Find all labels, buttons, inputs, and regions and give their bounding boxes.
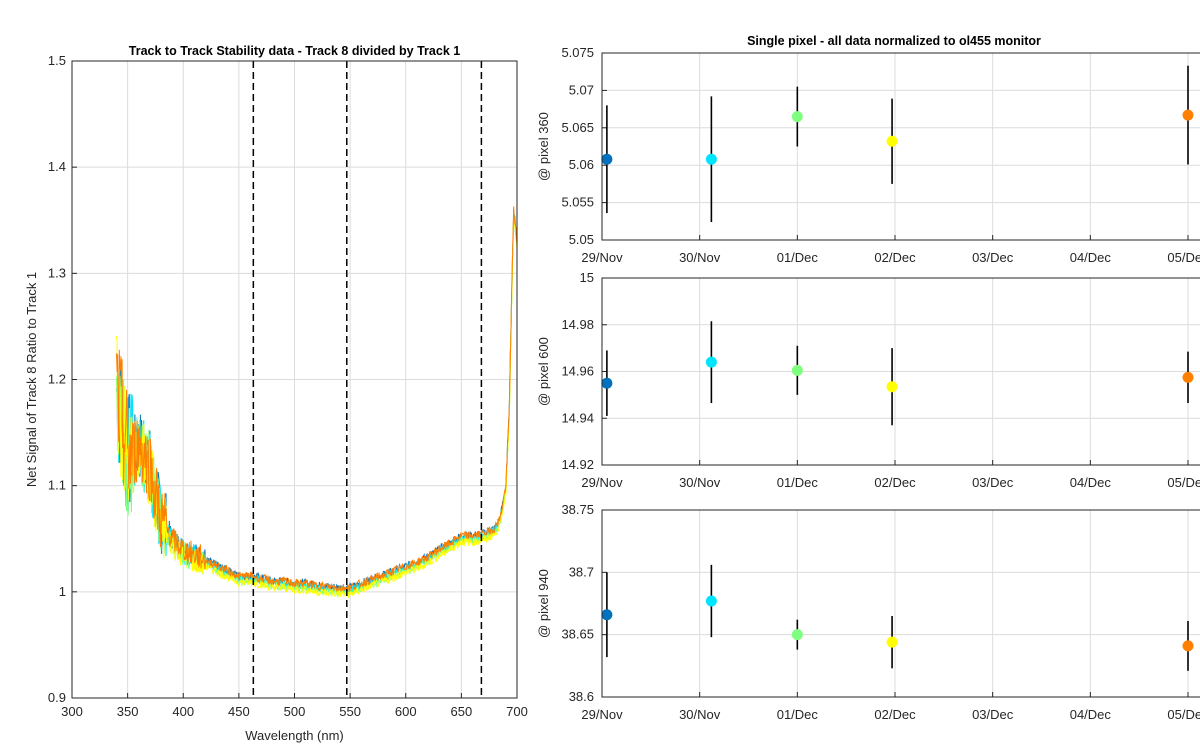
right-panel-3: 29/Nov 30/Nov 01/Dec 02/Dec 03/Dec 04/Dec 05/D…: [536, 502, 1200, 722]
right-chart-title: Single pixel - all data normalized to ol…: [747, 34, 1041, 48]
data-point: [601, 377, 613, 389]
y-tick-label: 38.6: [569, 689, 594, 704]
panel-y-axis-label: @ pixel 360: [536, 112, 551, 181]
data-point: [886, 135, 898, 147]
data-point: [1182, 371, 1194, 383]
y-tick-label: 14.92: [561, 457, 594, 472]
y-tick-label: 1.3: [48, 265, 66, 280]
panel-axes-box: [601, 52, 1200, 241]
left-axes-box: [71, 60, 518, 699]
data-point: [705, 153, 717, 165]
left-x-axis-label: Wavelength (nm): [245, 728, 344, 743]
x-tick-label: 550: [339, 704, 361, 719]
x-tick-label: 700: [506, 704, 528, 719]
right-panel-2: 29/Nov 30/Nov 01/Dec 02/Dec 03/Dec 04/Dec 05/D…: [536, 270, 1200, 490]
data-point: [705, 356, 717, 368]
x-tick-label: 02/Dec: [874, 475, 916, 490]
x-tick-label: 400: [172, 704, 194, 719]
x-tick-label: 650: [451, 704, 473, 719]
y-tick-label: 5.055: [561, 195, 594, 210]
panel-axes-box: [601, 509, 1200, 698]
x-tick-label: 02/Dec: [874, 707, 916, 722]
right-panel-1: 29/Nov 30/Nov 01/Dec 02/Dec 03/Dec 04/Dec 05/D…: [536, 34, 1200, 265]
series-line-track-5: [116, 206, 517, 593]
x-tick-label: 29/Nov: [581, 475, 623, 490]
x-tick-label: 02/Dec: [874, 250, 916, 265]
y-tick-label: 14.96: [561, 364, 594, 379]
y-tick-label: 1.4: [48, 159, 66, 174]
x-tick-label: 01/Dec: [777, 475, 819, 490]
x-tick-label: 30/Nov: [679, 475, 721, 490]
x-tick-label: 04/Dec: [1070, 475, 1112, 490]
panel-y-axis-label: @ pixel 600: [536, 337, 551, 406]
y-tick-label: 5.06: [569, 157, 594, 172]
data-point: [791, 364, 803, 376]
y-tick-label: 1.1: [48, 478, 66, 493]
x-tick-label: 05/Dec: [1167, 707, 1200, 722]
y-tick-label: 15: [580, 270, 594, 285]
left-chart-title: Track to Track Stability data - Track 8 …: [129, 44, 460, 58]
data-point: [1182, 640, 1194, 652]
x-tick-label: 01/Dec: [777, 250, 819, 265]
panel-y-axis-label: @ pixel 940: [536, 569, 551, 638]
data-point: [791, 629, 803, 641]
x-tick-label: 500: [284, 704, 306, 719]
data-point: [601, 153, 613, 165]
x-tick-label: 04/Dec: [1070, 707, 1112, 722]
x-tick-label: 03/Dec: [972, 475, 1014, 490]
x-tick-label: 450: [228, 704, 250, 719]
y-tick-label: 5.07: [569, 82, 594, 97]
x-tick-label: 04/Dec: [1070, 250, 1112, 265]
data-point: [791, 111, 803, 123]
x-tick-label: 05/Dec: [1167, 250, 1200, 265]
x-tick-label: 30/Nov: [679, 250, 721, 265]
y-tick-label: 1.5: [48, 53, 66, 68]
y-tick-label: 5.05: [569, 232, 594, 247]
x-tick-label: 05/Dec: [1167, 475, 1200, 490]
x-tick-label: 350: [117, 704, 139, 719]
data-point: [1182, 109, 1194, 121]
y-tick-label: 1.2: [48, 372, 66, 387]
panel-axes-box: [601, 277, 1200, 466]
data-point: [886, 381, 898, 393]
left-chart: 300 350 400 450 500 550 600 650 700 0.9 1 1.1 1.2 1.3…: [24, 44, 528, 743]
y-tick-label: 38.7: [569, 564, 594, 579]
x-tick-label: 01/Dec: [777, 707, 819, 722]
y-tick-label: 1: [59, 584, 66, 599]
y-tick-label: 38.75: [561, 502, 594, 517]
x-tick-label: 29/Nov: [581, 707, 623, 722]
y-tick-label: 14.98: [561, 317, 594, 332]
y-tick-label: 38.65: [561, 627, 594, 642]
x-tick-label: 29/Nov: [581, 250, 623, 265]
x-tick-label: 30/Nov: [679, 707, 721, 722]
data-point: [886, 636, 898, 648]
y-tick-label: 5.065: [561, 120, 594, 135]
x-tick-label: 03/Dec: [972, 250, 1014, 265]
x-tick-label: 03/Dec: [972, 707, 1014, 722]
data-point: [601, 609, 613, 621]
x-tick-label: 300: [61, 704, 83, 719]
left-y-axis-label: Net Signal of Track 8 Ratio to Track 1: [24, 272, 39, 487]
y-tick-label: 0.9: [48, 690, 66, 705]
y-tick-label: 14.94: [561, 410, 594, 425]
y-tick-label: 5.075: [561, 45, 594, 60]
x-tick-label: 600: [395, 704, 417, 719]
data-point: [705, 595, 717, 607]
